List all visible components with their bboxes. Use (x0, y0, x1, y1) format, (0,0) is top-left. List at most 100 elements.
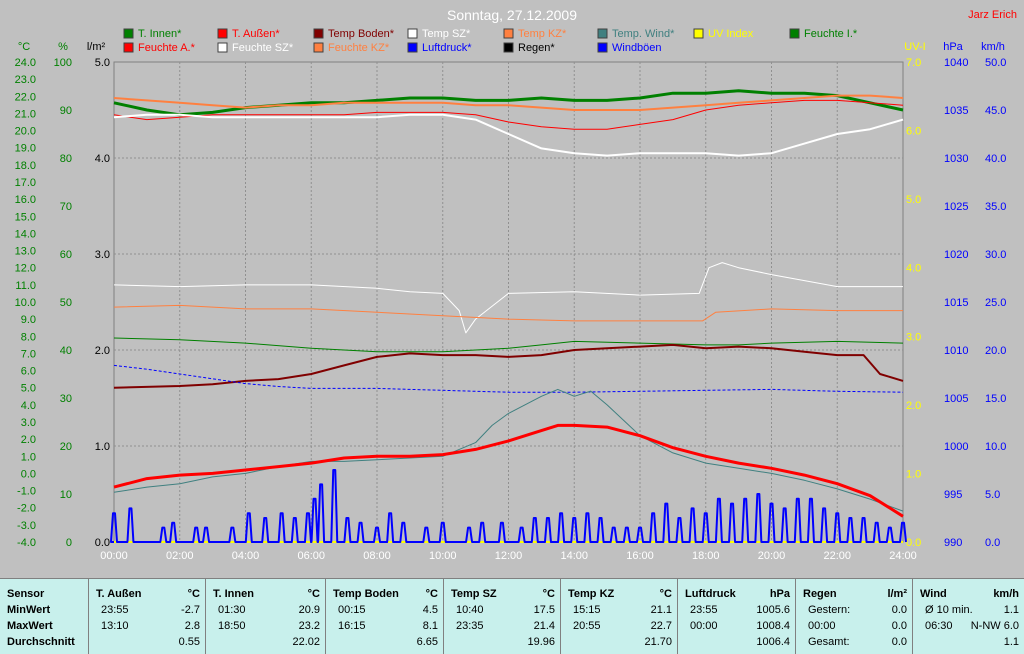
y-tick-label: 0 (66, 537, 72, 549)
legend-swatch (789, 28, 800, 39)
y-tick-label: 1005 (944, 393, 968, 405)
y-tick-label: 60 (60, 249, 72, 261)
y-tick-label: 18.0 (15, 160, 36, 172)
table-column: Sensor MinWert MaxWert Durchschnitt (0, 579, 88, 654)
table-cell: 20:55 (573, 620, 601, 632)
y-tick-label: 40.0 (985, 153, 1006, 165)
legend-swatch (217, 28, 228, 39)
legend-label: Temp KZ* (518, 28, 567, 40)
y-tick-label: 1025 (944, 201, 968, 213)
table-cell: 8.1 (422, 620, 438, 632)
legend-swatch (123, 28, 134, 39)
y-tick-label: 24.0 (15, 57, 36, 69)
series-line (113, 262, 903, 334)
series-line (113, 388, 904, 512)
x-tick-label: 14:00 (560, 550, 588, 562)
y-tick-label: 21.0 (15, 108, 36, 120)
table-cell: 00:15 (338, 604, 366, 616)
table-cell: 23:35 (456, 620, 484, 632)
y-tick-label: 10.0 (15, 297, 36, 309)
y-tick-label: 14.0 (15, 228, 36, 240)
legend-swatch (123, 42, 134, 53)
table-cell: -2.7 (181, 604, 200, 616)
y-tick-label: 100 (54, 57, 72, 69)
y-tick-label: 1010 (944, 345, 968, 357)
y-tick-label: 0.0 (21, 468, 36, 480)
y-tick-label: -2.0 (17, 503, 36, 515)
y-tick-label: 12.0 (15, 263, 36, 275)
table-column: Regen l/m² Gestern: 0.0 00:00 0.0 Gesamt: 0.0 (795, 579, 913, 654)
y-axis-unit: l/m² (87, 41, 106, 53)
table-cell: 1.1 (1003, 604, 1019, 616)
x-tick-label: 24:00 (889, 550, 917, 562)
table-cell: 00:00 (808, 620, 836, 632)
legend-swatch (693, 28, 704, 39)
legend: T. Innen* T. Außen* Temp Boden* Temp SZ* Tem… (123, 28, 858, 54)
series-line (113, 94, 904, 111)
y-axis-unit: UV-I (904, 41, 925, 53)
legend-swatch (313, 42, 324, 53)
table-cell: 20.9 (298, 604, 320, 616)
y-tick-label: 10.0 (985, 441, 1006, 453)
table-column: Temp KZ °C 15:15 21.1 20:55 22.7 21.70 (560, 579, 678, 654)
table-cell: 1005.6 (756, 604, 790, 616)
table-column: Temp Boden °C 00:15 4.5 16:15 8.1 6.65 (325, 579, 444, 654)
y-tick-label: 45.0 (985, 105, 1006, 117)
table-cell: 18:50 (218, 620, 246, 632)
table-cell: 22.7 (650, 620, 672, 632)
table-cell: Sensor (7, 588, 45, 600)
y-tick-label: 6.0 (906, 126, 921, 138)
table-cell: 1.1 (1003, 636, 1019, 648)
table-column: Wind km/h Ø 10 min. 1.1 06:30 N-NW 6.0 1.1 (912, 579, 1024, 654)
legend-label: UV Index (708, 28, 754, 40)
table-cell: 2.8 (184, 620, 200, 632)
table-cell: 1008.4 (756, 620, 790, 632)
y-tick-label: 2.0 (906, 400, 921, 412)
y-tick-label: -3.0 (17, 520, 36, 532)
x-tick-label: 08:00 (363, 550, 391, 562)
y-tick-label: 2.0 (21, 434, 36, 446)
y-tick-label: 1.0 (906, 468, 921, 480)
y-tick-label: 25.0 (985, 297, 1006, 309)
y-tick-label: 5.0 (95, 57, 110, 69)
table-cell: °C (307, 588, 320, 600)
y-tick-label: 30.0 (985, 249, 1006, 261)
author-label: Jarz Erich (968, 9, 1017, 21)
series-line (113, 99, 904, 130)
table-cell: 21.70 (644, 636, 672, 648)
y-tick-label: 4.0 (21, 400, 36, 412)
legend-swatch (503, 42, 514, 53)
y-tick-label: 5.0 (906, 194, 921, 206)
table-cell: MaxWert (7, 620, 53, 632)
y-tick-label: 20.0 (985, 345, 1006, 357)
y-tick-label: 20.0 (15, 126, 36, 138)
table-cell: T. Außen (96, 588, 142, 600)
chart-title: Sonntag, 27.12.2009 (447, 7, 577, 23)
legend-label: Regen* (518, 42, 555, 54)
table-cell: °C (425, 588, 438, 600)
y-tick-label: 70 (60, 201, 72, 213)
y-tick-label: 5.0 (21, 383, 36, 395)
grid (114, 62, 903, 543)
x-tick-label: 10:00 (429, 550, 457, 562)
legend-label: Feuchte I.* (804, 28, 858, 40)
y-tick-label: 1020 (944, 249, 968, 261)
table-cell: Temp KZ (568, 588, 615, 600)
table-cell: MinWert (7, 604, 51, 616)
y-tick-label: -4.0 (17, 537, 36, 549)
table-cell: 10:40 (456, 604, 484, 616)
y-tick-label: 13.0 (15, 246, 36, 258)
x-tick-label: 00:00 (100, 550, 128, 562)
y-tick-label: 990 (944, 537, 962, 549)
y-tick-label: 4.0 (95, 153, 110, 165)
series-line (113, 337, 904, 353)
y-tick-label: 1.0 (95, 441, 110, 453)
table-cell: 21.4 (533, 620, 555, 632)
y-axis-unit: °C (18, 41, 30, 53)
table-cell: 4.5 (422, 604, 438, 616)
y-tick-label: 16.0 (15, 194, 36, 206)
table-cell: 0.0 (891, 604, 907, 616)
y-tick-label: 30 (60, 393, 72, 405)
y-tick-label: 1000 (944, 441, 968, 453)
legend-swatch (313, 28, 324, 39)
